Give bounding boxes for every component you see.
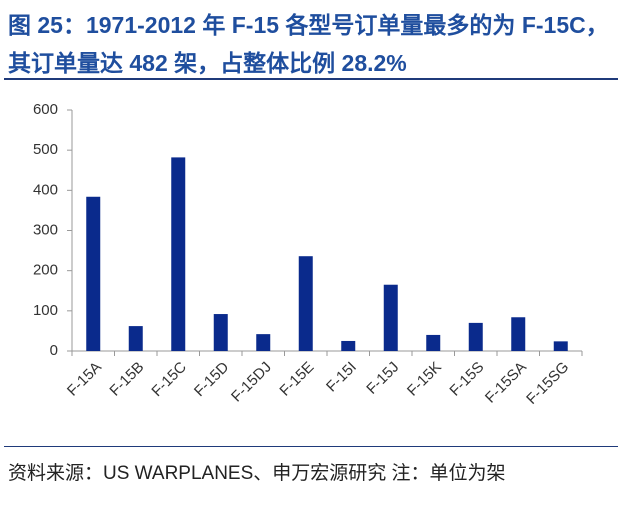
y-tick-label: 500 xyxy=(33,141,58,158)
bar xyxy=(553,341,568,351)
x-tick-label: F-15E xyxy=(276,359,317,400)
y-tick-label: 0 xyxy=(50,342,58,359)
source-rule xyxy=(4,446,618,447)
bar xyxy=(468,322,483,351)
bar xyxy=(426,334,441,351)
bar xyxy=(171,157,186,351)
bar xyxy=(86,196,101,351)
x-tick-label: F-15S xyxy=(446,359,487,400)
x-tick-label: F-15SG xyxy=(523,359,572,408)
x-tick-label: F-15J xyxy=(363,359,402,398)
x-tick-label: F-15B xyxy=(106,359,147,400)
chart-title: 图 25：1971-2012 年 F-15 各型号订单量最多的为 F-15C，其… xyxy=(8,12,609,76)
y-tick-label: 400 xyxy=(33,181,58,198)
x-tick-label: F-15K xyxy=(404,359,445,400)
bar xyxy=(341,340,356,351)
x-tick-label: F-15SA xyxy=(482,359,530,407)
y-tick-label: 100 xyxy=(33,302,58,319)
y-tick-label: 300 xyxy=(33,221,58,238)
x-tick-label: F-15DJ xyxy=(228,359,275,406)
source-note: 资料来源：US WARPLANES、申万宏源研究 注：单位为架 xyxy=(8,463,506,484)
bar xyxy=(128,326,143,351)
x-tick-label: F-15D xyxy=(191,359,233,401)
bar xyxy=(298,256,313,351)
bar xyxy=(511,317,526,351)
x-tick-label: F-15C xyxy=(148,359,190,401)
x-tick-label: F-15A xyxy=(64,359,105,400)
x-tick-label: F-15I xyxy=(323,359,360,396)
bar xyxy=(383,284,398,351)
bar xyxy=(256,334,271,351)
bar xyxy=(213,314,228,351)
title-rule xyxy=(4,78,618,80)
y-tick-label: 200 xyxy=(33,262,58,279)
y-tick-label: 600 xyxy=(33,101,58,118)
